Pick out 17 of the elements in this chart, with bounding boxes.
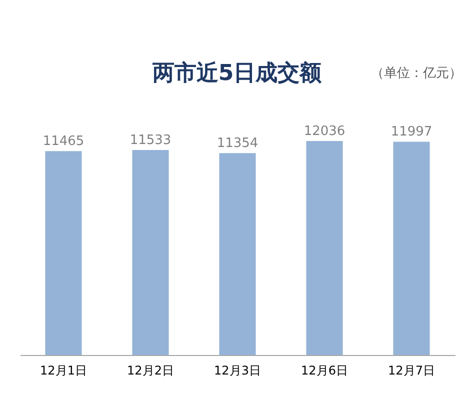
x-tick-label: 12月6日 bbox=[301, 364, 348, 378]
data-label: 11465 bbox=[42, 134, 84, 150]
bar bbox=[45, 151, 82, 355]
data-label: 11533 bbox=[130, 132, 172, 148]
bar bbox=[393, 142, 430, 355]
x-tick-label: 12月1日 bbox=[40, 364, 87, 378]
x-tick-label: 12月3日 bbox=[214, 364, 261, 378]
data-label: 11997 bbox=[390, 124, 432, 140]
data-label: 11354 bbox=[216, 136, 258, 152]
bar bbox=[306, 141, 343, 355]
x-tick-label: 12月2日 bbox=[127, 364, 174, 378]
bar bbox=[132, 150, 169, 355]
x-tick-label: 12月7日 bbox=[388, 364, 435, 378]
data-label: 12036 bbox=[304, 124, 346, 139]
text: （单位：亿元） bbox=[371, 65, 462, 82]
chart-title: 两市近5日成交额 bbox=[152, 61, 322, 86]
bar bbox=[219, 153, 256, 355]
